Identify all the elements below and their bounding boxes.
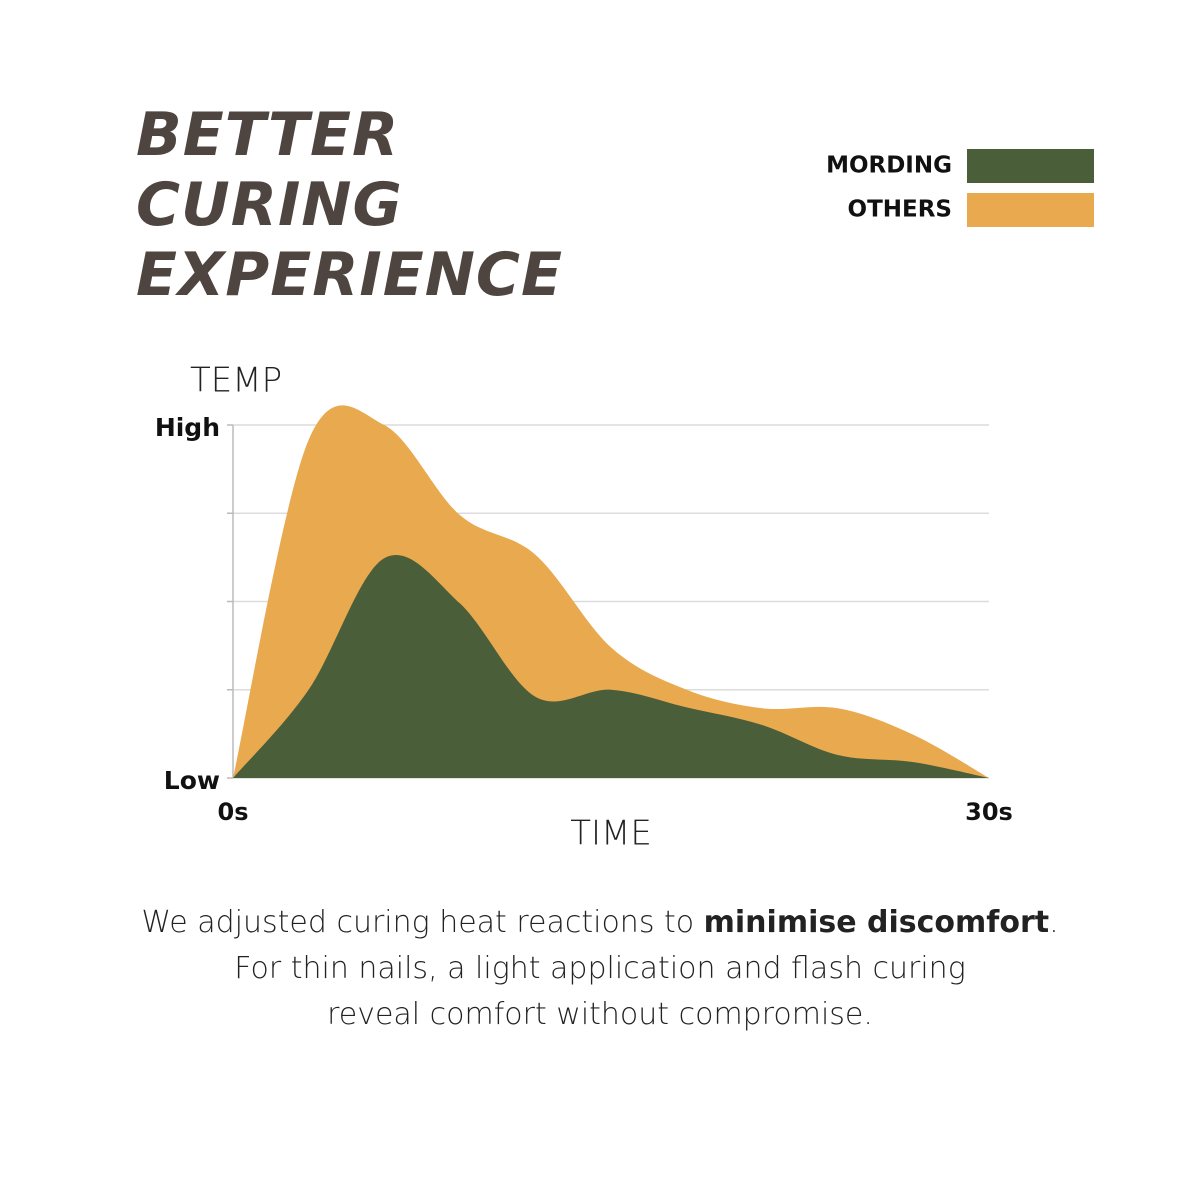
legend-label: MORDING	[826, 153, 952, 179]
y-tick-label: Low	[164, 766, 220, 795]
legend-swatch	[967, 193, 1094, 227]
caption-bold: minimise discomfort	[703, 905, 1050, 940]
caption-text: reveal comfort without compromise.	[327, 997, 873, 1032]
x-tick-label: 30s	[965, 798, 1013, 826]
x-tick-label: 0s	[218, 798, 249, 826]
legend-label: OTHERS	[848, 197, 952, 223]
caption-text: We adjusted curing heat reactions to	[141, 905, 704, 940]
area	[233, 554, 989, 778]
caption-text: .	[1049, 905, 1059, 940]
legend-swatch	[967, 149, 1094, 183]
caption-text: For thin nails, a light application and …	[234, 951, 966, 986]
y-axis-label: TEMP	[190, 361, 282, 401]
caption: We adjusted curing heat reactions to min…	[0, 900, 1200, 1038]
x-axis-label: TIME	[570, 814, 652, 854]
chart-title: BETTER CURING EXPERIENCE	[136, 100, 563, 310]
y-tick-label: High	[155, 413, 220, 442]
